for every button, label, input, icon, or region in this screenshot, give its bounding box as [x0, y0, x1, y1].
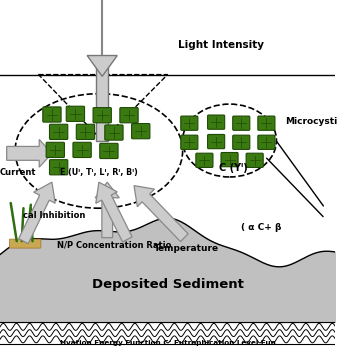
- Text: tivation Energy Function C: Eutrophication Level Fun: tivation Energy Function C: Eutrophicati…: [60, 340, 276, 346]
- FancyBboxPatch shape: [93, 108, 111, 123]
- FancyBboxPatch shape: [258, 135, 275, 149]
- Text: ( α C+ β: ( α C+ β: [241, 223, 282, 232]
- FancyBboxPatch shape: [50, 160, 68, 175]
- Text: Temperature: Temperature: [154, 244, 219, 253]
- Polygon shape: [7, 139, 52, 167]
- FancyBboxPatch shape: [46, 142, 65, 158]
- FancyBboxPatch shape: [120, 108, 138, 123]
- FancyBboxPatch shape: [196, 153, 213, 167]
- FancyBboxPatch shape: [132, 124, 150, 139]
- FancyBboxPatch shape: [221, 152, 238, 167]
- Text: C (Yᴵ): C (Yᴵ): [219, 163, 247, 173]
- FancyBboxPatch shape: [100, 143, 118, 159]
- FancyBboxPatch shape: [246, 153, 263, 167]
- Polygon shape: [0, 321, 335, 347]
- Text: Microcysti: Microcysti: [285, 117, 337, 126]
- FancyBboxPatch shape: [181, 135, 198, 149]
- Text: cal Inhibition: cal Inhibition: [24, 211, 86, 220]
- Polygon shape: [87, 56, 117, 76]
- Polygon shape: [95, 182, 119, 238]
- FancyBboxPatch shape: [50, 124, 68, 139]
- Text: Deposited Sediment: Deposited Sediment: [92, 278, 244, 291]
- FancyBboxPatch shape: [233, 135, 250, 149]
- FancyBboxPatch shape: [43, 107, 61, 122]
- FancyBboxPatch shape: [208, 115, 225, 129]
- FancyBboxPatch shape: [76, 124, 95, 139]
- Text: Current: Current: [0, 168, 36, 177]
- FancyBboxPatch shape: [66, 106, 85, 121]
- FancyBboxPatch shape: [73, 142, 91, 158]
- Polygon shape: [96, 182, 132, 242]
- FancyBboxPatch shape: [181, 116, 198, 130]
- Polygon shape: [19, 182, 55, 244]
- Polygon shape: [134, 186, 188, 242]
- FancyBboxPatch shape: [105, 125, 123, 140]
- Polygon shape: [96, 56, 108, 141]
- FancyBboxPatch shape: [9, 239, 41, 248]
- Text: E (Uᴵ, Tᴵ, Lᴵ, Rᴵ, Bᴵ): E (Uᴵ, Tᴵ, Lᴵ, Rᴵ, Bᴵ): [60, 168, 138, 177]
- Text: N/P Concentration Ratio: N/P Concentration Ratio: [57, 240, 171, 249]
- Text: Light Intensity: Light Intensity: [178, 40, 264, 50]
- FancyBboxPatch shape: [208, 134, 225, 149]
- FancyBboxPatch shape: [233, 116, 250, 130]
- FancyBboxPatch shape: [258, 116, 275, 130]
